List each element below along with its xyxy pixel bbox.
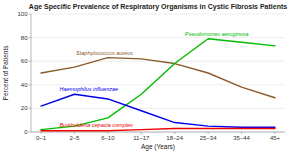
y-tick-label: 20	[21, 105, 28, 111]
series-line	[41, 58, 275, 98]
x-tick-label: 0–1	[36, 135, 47, 141]
x-tick	[174, 132, 175, 134]
y-tick-label: 80	[21, 35, 28, 41]
plot-area	[41, 39, 275, 131]
x-tick	[274, 132, 275, 134]
x-tick-label: 6–10	[101, 135, 115, 141]
series-line	[41, 128, 275, 130]
grid-line	[31, 14, 285, 15]
grid	[31, 14, 285, 132]
series-label: Haemophilus influenzae	[59, 86, 118, 92]
x-tick	[107, 132, 108, 134]
grid-line	[31, 37, 285, 38]
x-tick	[241, 132, 242, 134]
x-tick	[208, 132, 209, 134]
series-label: Staphylococcus aureus	[76, 50, 133, 56]
series-line	[41, 94, 275, 127]
chart-container: 0 20 40 60 80 100 0–1 2–5 6–10 11–17 18–24 25–34 35–…	[0, 0, 290, 152]
x-tick-label: 18–24	[166, 135, 183, 141]
x-tick	[41, 132, 42, 134]
x-tick-label: 45+	[270, 135, 281, 141]
grid-line	[31, 132, 285, 133]
x-axis-line	[31, 132, 285, 133]
x-tick	[74, 132, 75, 134]
x-tick-label: 25–34	[200, 135, 217, 141]
series-line	[41, 39, 275, 130]
y-tick-label: 100	[17, 11, 28, 17]
y-tick-label: 0	[24, 129, 28, 135]
series-label: Burkholderia cepacia complex	[59, 122, 133, 128]
y-tick-label: 40	[21, 82, 28, 88]
chart-svg: 0 20 40 60 80 100 0–1 2–5 6–10 11–17 18–24 25–34 35–…	[0, 0, 290, 152]
chart-title: Age Specific Prevalence of Respiratory O…	[29, 3, 287, 11]
series-label: Pseudomonas aeruginosa	[185, 31, 249, 37]
x-tick-label: 11–17	[133, 135, 150, 141]
y-axis-line	[31, 14, 32, 132]
y-tick-label: 60	[21, 58, 28, 64]
x-tick-label: 2–5	[69, 135, 80, 141]
grid-line	[31, 108, 285, 109]
x-axis-label: Age (Years)	[141, 143, 175, 151]
x-tick	[141, 132, 142, 134]
x-tick-label: 35–44	[233, 135, 250, 141]
y-axis-label: Percent of Patients	[2, 45, 9, 101]
grid-line	[31, 84, 285, 85]
